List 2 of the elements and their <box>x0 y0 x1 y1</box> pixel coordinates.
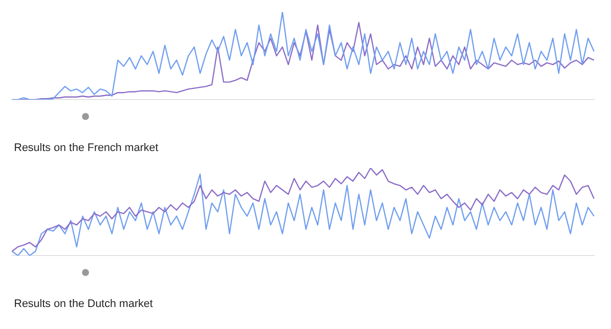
text: Results on the French market <box>14 142 160 154</box>
text: Results on the Dutch market <box>14 298 154 310</box>
